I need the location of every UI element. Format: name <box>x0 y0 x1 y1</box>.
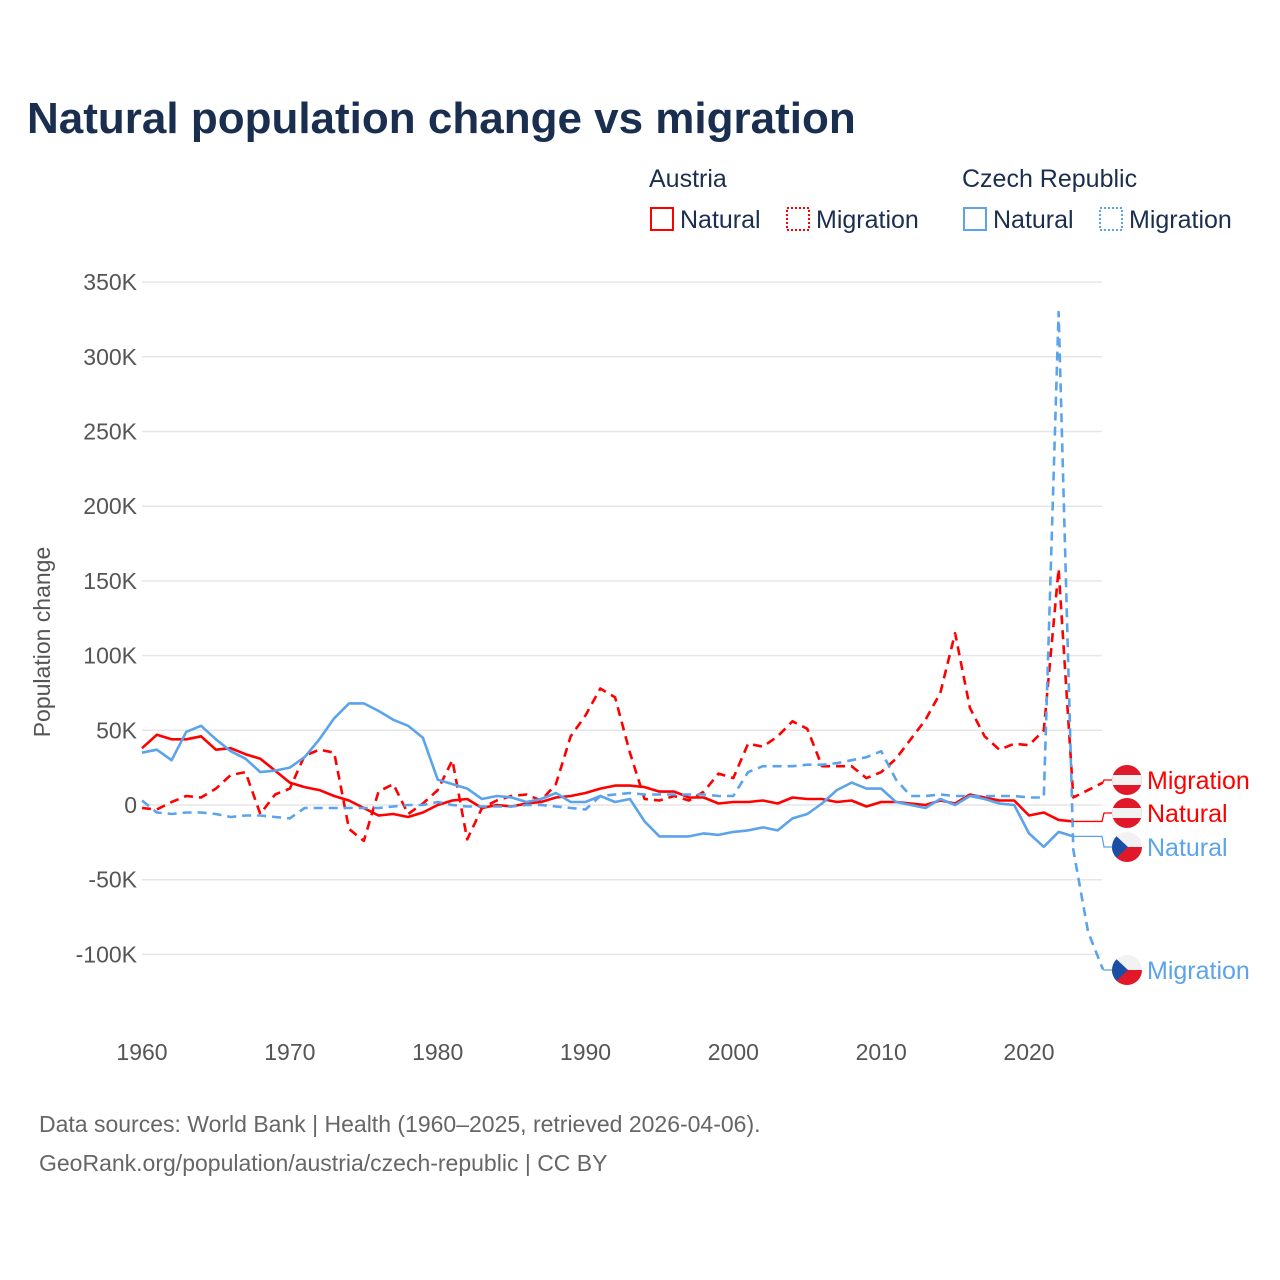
y-tick-label: -50K <box>88 867 137 893</box>
y-tick-label: 300K <box>83 344 137 370</box>
legend-swatch-czech-migration <box>1099 207 1123 231</box>
y-tick-label: 350K <box>83 269 137 295</box>
czech-flag-icon <box>1112 955 1142 985</box>
chart-title: Natural population change vs migration <box>27 94 856 143</box>
legend-group-czech: Czech Republic <box>962 165 1137 193</box>
y-tick-label: 150K <box>83 568 137 594</box>
x-tick-label: 1980 <box>412 1039 463 1065</box>
y-tick-label: 100K <box>83 643 137 669</box>
legend-czech-migration[interactable]: Migration <box>1129 206 1232 234</box>
series-lines <box>141 310 1105 970</box>
legend-austria-natural[interactable]: Natural <box>680 206 761 234</box>
x-tick-label: 1970 <box>264 1039 315 1065</box>
legend-swatch-austria-natural <box>650 207 674 231</box>
y-tick-label: -100K <box>76 941 138 967</box>
end-label-austria-migration: Migration <box>1147 767 1250 795</box>
end-label-czech-republic-migration: Migration <box>1147 957 1250 985</box>
legend: Austria Natural Migration Czech Republic… <box>649 165 1232 234</box>
label-connector <box>1102 779 1112 783</box>
series-line-austria-natural <box>141 733 1074 823</box>
legend-czech-natural[interactable]: Natural <box>993 206 1074 234</box>
x-tick-label: 2000 <box>708 1039 759 1065</box>
legend-austria-migration[interactable]: Migration <box>816 206 919 234</box>
series-line-austria-migration <box>141 567 1104 843</box>
y-tick-label: 200K <box>83 493 137 519</box>
y-ticks: 350K 300K 250K 200K 150K 100K 50K 0 -50K -100K <box>76 269 138 967</box>
austria-flag-icon <box>1112 765 1142 795</box>
legend-swatch-austria-migration <box>786 207 810 231</box>
series-line-czech-republic-natural <box>141 702 1074 849</box>
x-tick-label: 1960 <box>116 1039 167 1065</box>
x-tick-label: 2010 <box>856 1039 907 1065</box>
x-ticks: 1960 1970 1980 1990 2000 2010 2020 <box>116 1039 1054 1065</box>
end-labels: Migration Natural Natural Migration <box>1073 765 1250 985</box>
legend-group-austria: Austria <box>649 165 727 193</box>
label-connector <box>1102 968 1112 971</box>
y-axis-label: Population change <box>29 547 55 738</box>
y-tick-label: 250K <box>83 419 137 445</box>
end-label-austria-natural: Natural <box>1147 800 1228 828</box>
y-tick-label: 50K <box>96 717 138 743</box>
x-tick-label: 1990 <box>560 1039 611 1065</box>
y-tick-label: 0 <box>124 792 137 818</box>
czech-flag-icon <box>1112 832 1142 862</box>
source-line-2[interactable]: GeoRank.org/population/austria/czech-rep… <box>39 1150 608 1176</box>
label-connector <box>1073 812 1112 823</box>
series-line-czech-republic-migration <box>141 310 1105 970</box>
austria-flag-icon <box>1112 798 1142 828</box>
source-line-1: Data sources: World Bank | Health (1960–… <box>39 1111 761 1137</box>
legend-swatch-czech-natural <box>963 207 987 231</box>
gridlines <box>142 281 1102 956</box>
end-label-czech-republic-natural: Natural <box>1147 834 1228 862</box>
x-tick-label: 2020 <box>1003 1039 1054 1065</box>
label-connector <box>1073 835 1112 848</box>
